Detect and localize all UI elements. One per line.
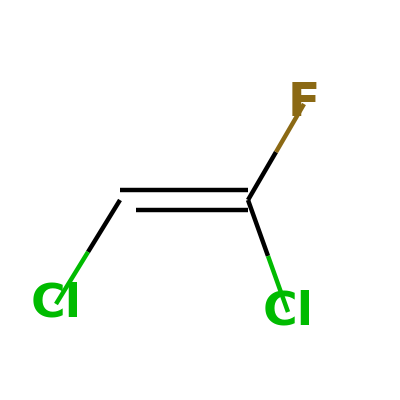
Text: Cl: Cl (262, 290, 314, 334)
Text: F: F (288, 82, 320, 126)
Text: Cl: Cl (30, 282, 82, 326)
